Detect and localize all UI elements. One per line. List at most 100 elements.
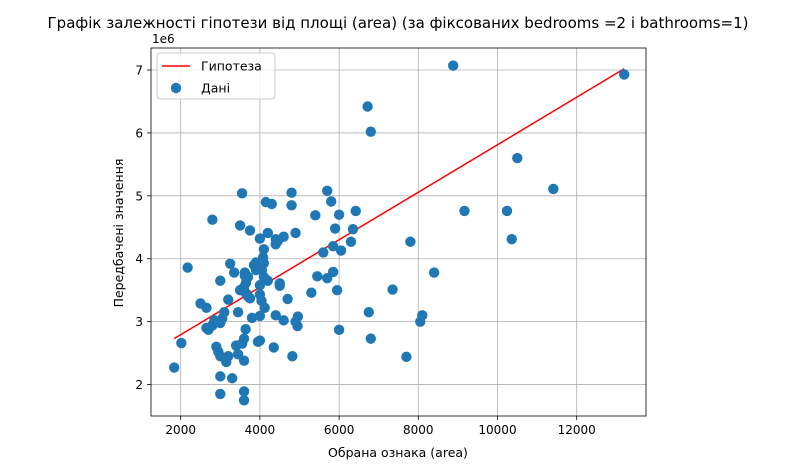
legend-label-hypothesis: Гипотеза: [201, 59, 262, 74]
data-point: [254, 335, 266, 346]
data-point: [619, 69, 630, 80]
y-axis-label: Передбачені значення: [111, 159, 126, 308]
data-point: [278, 315, 289, 326]
data-point: [282, 293, 293, 305]
data-point: [306, 287, 317, 298]
data-point: [236, 188, 248, 199]
data-point: [290, 227, 301, 239]
data-point: [215, 388, 226, 400]
data-point: [322, 185, 333, 196]
data-point: [207, 214, 218, 225]
data-point: [182, 262, 193, 273]
legend-label-data: Дані: [201, 81, 230, 96]
data-point: [201, 302, 212, 314]
data-point: [286, 200, 297, 211]
data-point: [258, 257, 270, 269]
data-point: [254, 310, 266, 322]
data-point: [365, 333, 376, 344]
data-point: [329, 223, 341, 234]
legend: Гипотеза Дані: [156, 52, 276, 100]
data-point: [244, 225, 256, 236]
data-point: [322, 273, 333, 284]
data-point: [345, 236, 357, 247]
data-point: [219, 307, 230, 318]
data-point: [428, 267, 440, 278]
data-point: [201, 322, 212, 334]
y-tick-label: 5: [135, 189, 143, 203]
data-point: [405, 236, 416, 247]
data-point: [215, 275, 226, 286]
data-point: [244, 293, 256, 304]
x-axis-ticks: 2000 4000 6000 8000 10000 12000: [165, 416, 596, 437]
y-axis-ticks: 2 3 4 5 6 7: [135, 64, 151, 392]
legend-point-swatch: [170, 82, 182, 94]
x-tick-label: 2000: [165, 423, 196, 437]
x-tick-label: 10000: [478, 423, 516, 437]
data-point: [238, 355, 250, 366]
data-point: [240, 323, 251, 335]
data-point: [365, 126, 376, 137]
data-point: [270, 310, 281, 321]
data-point: [387, 284, 398, 295]
data-point: [347, 223, 359, 235]
data-point: [246, 312, 258, 324]
data-point: [223, 294, 234, 305]
data-points: [169, 60, 630, 406]
data-point: [333, 324, 345, 336]
data-point: [363, 307, 374, 318]
data-point: [318, 247, 329, 258]
y-tick-label: 2: [135, 378, 143, 392]
data-point: [350, 205, 361, 217]
data-point: [228, 267, 240, 278]
y-tick-label: 6: [135, 126, 143, 140]
y-tick-label: 3: [135, 315, 143, 329]
x-tick-label: 12000: [558, 423, 596, 437]
data-point: [259, 302, 270, 314]
data-point: [333, 209, 345, 220]
plot-frame: [150, 47, 647, 417]
data-point: [266, 198, 277, 210]
data-point: [254, 279, 266, 291]
data-point: [258, 244, 270, 255]
y-axis-offset-label: 1e6: [152, 32, 175, 46]
legend-box: [156, 52, 276, 100]
data-point: [501, 205, 513, 217]
data-point: [512, 152, 523, 164]
data-point: [254, 233, 266, 244]
data-point: [278, 231, 289, 242]
data-point: [239, 270, 251, 281]
data-point: [238, 386, 250, 397]
hypothesis-line-segment: [173, 68, 625, 340]
data-point: [286, 187, 297, 198]
data-point: [506, 234, 517, 245]
x-tick-label: 8000: [403, 423, 434, 437]
data-point: [262, 275, 274, 286]
data-point: [312, 271, 323, 282]
x-tick-label: 4000: [245, 423, 276, 437]
data-point: [225, 258, 236, 269]
data-point: [362, 101, 373, 112]
chart-title: Графік залежності гіпотези від площі (ar…: [48, 14, 749, 32]
data-point: [548, 183, 559, 195]
data-point: [238, 395, 250, 406]
data-point: [287, 351, 298, 362]
data-point: [401, 351, 412, 363]
x-tick-label: 6000: [324, 423, 355, 437]
data-point: [274, 278, 285, 289]
data-point: [223, 351, 234, 362]
data-point: [262, 227, 274, 239]
y-tick-label: 7: [135, 64, 143, 78]
y-tick-label: 4: [135, 252, 143, 266]
x-axis-label: Обрана ознака (area): [328, 445, 468, 460]
hypothesis-line: [173, 68, 625, 340]
data-point: [290, 316, 301, 327]
data-point: [215, 371, 226, 382]
data-point: [459, 205, 470, 217]
data-point: [335, 245, 347, 256]
data-point: [232, 307, 244, 318]
data-point: [169, 362, 180, 373]
data-point: [268, 342, 279, 353]
data-point: [331, 284, 343, 296]
data-point: [215, 317, 226, 329]
